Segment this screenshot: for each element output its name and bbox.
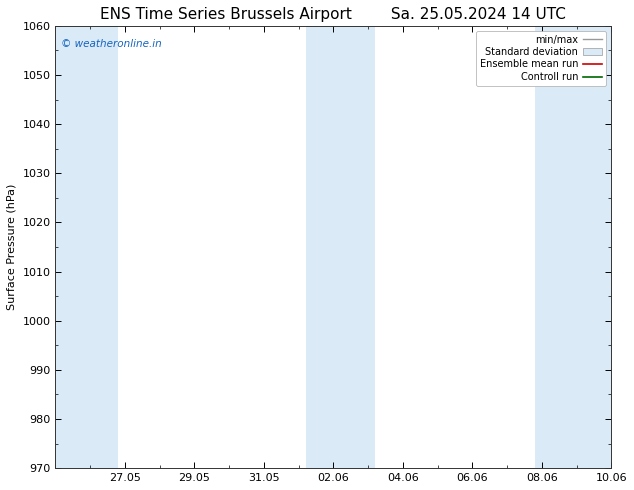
Y-axis label: Surface Pressure (hPa): Surface Pressure (hPa)	[7, 184, 17, 310]
Bar	[535, 26, 611, 468]
Text: © weatheronline.in: © weatheronline.in	[61, 39, 162, 49]
Legend: min/max, Standard deviation, Ensemble mean run, Controll run: min/max, Standard deviation, Ensemble me…	[476, 31, 606, 86]
Bar	[56, 26, 118, 468]
Bar	[306, 26, 375, 468]
Title: ENS Time Series Brussels Airport        Sa. 25.05.2024 14 UTC: ENS Time Series Brussels Airport Sa. 25.…	[100, 7, 566, 22]
